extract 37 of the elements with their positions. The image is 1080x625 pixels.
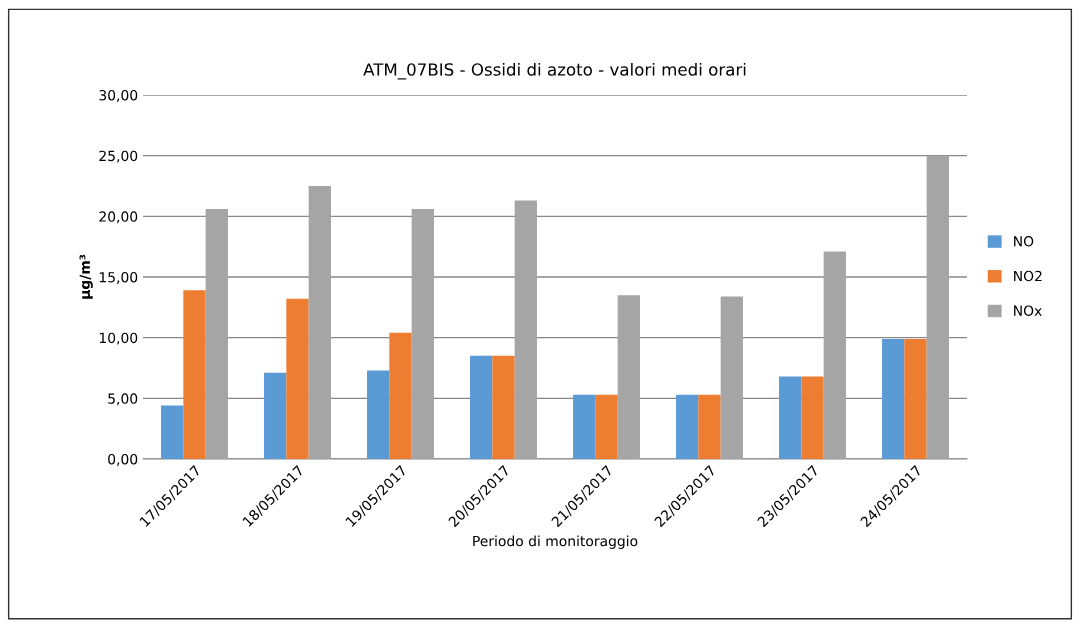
x-axis-title: Periodo di monitoraggio (473, 535, 638, 549)
bar (161, 405, 184, 459)
bar (676, 394, 699, 459)
bar (183, 290, 206, 459)
bar (573, 394, 596, 459)
legend-label: NO2 (1014, 270, 1042, 282)
bar (698, 394, 721, 459)
bar (720, 296, 743, 459)
y-axis-title: µg/m³ (79, 254, 93, 299)
y-tick-label: 5,00 (108, 393, 138, 406)
bar (264, 372, 287, 459)
legend-label: NOx (1014, 305, 1042, 316)
bar (801, 376, 824, 459)
y-tick-label: 0,00 (108, 453, 138, 466)
bar (926, 155, 949, 459)
y-tick-label: 20,00 (99, 211, 138, 224)
bar (904, 338, 927, 459)
bar (617, 295, 640, 459)
bar (411, 209, 434, 459)
bar (308, 186, 331, 459)
legend-label: NO (1014, 236, 1034, 247)
bar (779, 376, 802, 459)
bar (470, 355, 493, 459)
y-tick-label: 15,00 (99, 271, 138, 284)
bar (492, 355, 515, 459)
chart-title: ATM_07BIS - Ossidi di azoto - valori medi orari (363, 62, 746, 80)
bar (286, 298, 309, 459)
bar (595, 394, 618, 459)
bar (367, 370, 390, 459)
y-tick-label: 30,00 (99, 89, 138, 102)
bar (823, 251, 846, 459)
y-tick-label: 10,00 (99, 332, 138, 345)
y-tick-label: 25,00 (99, 150, 138, 163)
bar (882, 338, 905, 459)
bar (514, 200, 537, 459)
bar (205, 209, 228, 459)
bar (389, 332, 412, 459)
